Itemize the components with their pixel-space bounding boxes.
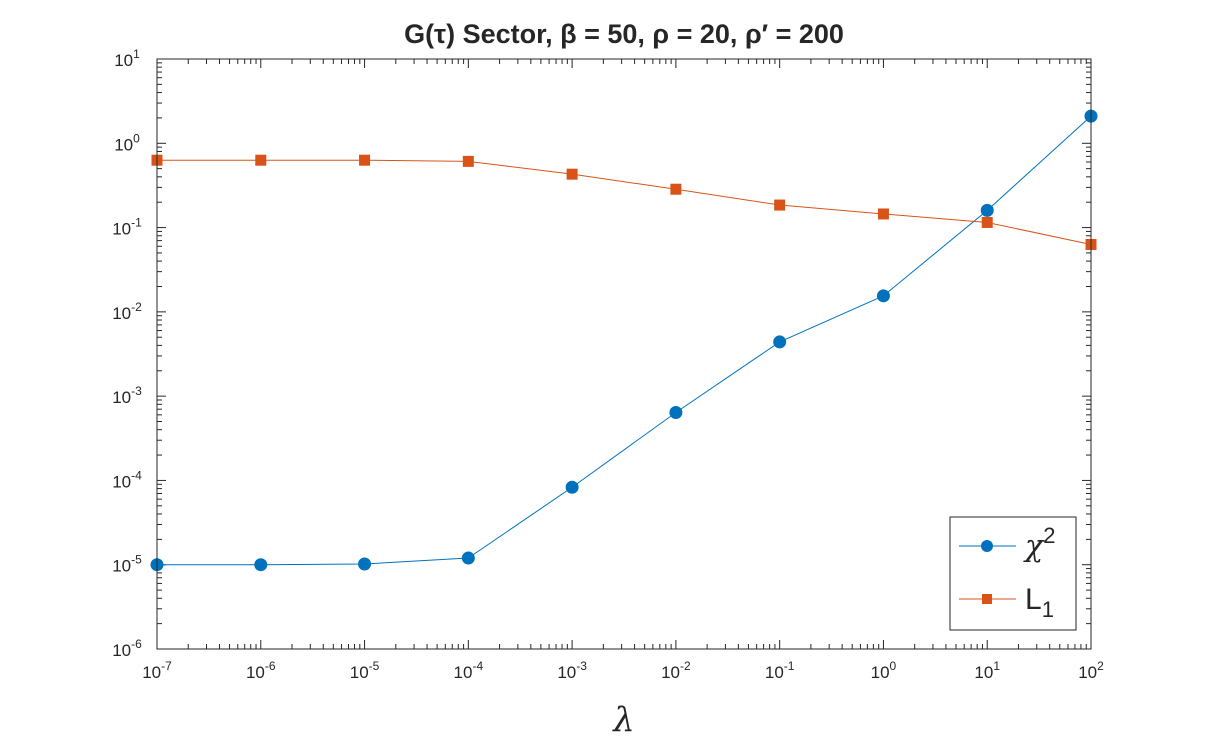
y-tick-label: 10-1	[112, 216, 142, 239]
legend-marker	[982, 594, 992, 604]
y-tick-label: 101	[114, 47, 140, 70]
data-point	[359, 154, 371, 166]
x-axis-ticks	[156, 59, 1092, 649]
x-tick-label: 10-2	[661, 659, 691, 682]
y-tick-label: 10-4	[112, 468, 142, 491]
data-point	[669, 405, 683, 419]
x-tick-label: 100	[871, 659, 897, 682]
x-tick-label: 10-4	[454, 659, 484, 682]
legend-label: χ2	[1023, 523, 1055, 564]
series-line	[157, 159, 1092, 245]
chart-title: G(τ) Sector, β = 50, ρ = 20, ρ′ = 200	[404, 19, 844, 49]
x-tick-label: 10-6	[246, 659, 276, 682]
data-point	[566, 168, 578, 180]
y-tick-label: 10-2	[112, 300, 142, 323]
y-tick-label: 10-6	[112, 637, 142, 660]
x-tick-label: 101	[974, 659, 1000, 682]
data-point	[877, 208, 889, 220]
data-point	[358, 557, 372, 571]
x-tick-label: 102	[1078, 659, 1104, 682]
data-point	[981, 216, 993, 228]
y-axis-tick-labels: 10-6 10-5 10-4 10-3 10-2 10-1 100 101	[112, 47, 142, 660]
data-point	[254, 558, 268, 572]
x-tick-label: 10-5	[350, 659, 380, 682]
legend-label: L1	[1025, 583, 1054, 622]
x-tick-label: 10-3	[557, 659, 587, 682]
plot-area	[157, 59, 1091, 649]
data-point	[670, 183, 682, 195]
data-point	[462, 155, 474, 167]
x-tick-label: 10-1	[765, 659, 795, 682]
y-axis-ticks	[157, 58, 1091, 650]
y-tick-label: 10-5	[112, 553, 142, 576]
plot-frame	[156, 58, 1092, 650]
legend-box	[949, 516, 1077, 631]
data-point	[565, 480, 579, 494]
data-point	[255, 154, 267, 166]
x-axis-title: λ	[611, 700, 635, 740]
x-axis-tick-labels: 10-7 10-6 10-5 10-4 10-3 10-2 10-1 100 101 102	[142, 659, 1104, 682]
data-point	[876, 289, 890, 303]
x-tick-label: 10-7	[142, 659, 172, 682]
series-line	[157, 115, 1092, 566]
y-tick-label: 10-3	[112, 384, 142, 407]
data-point	[980, 203, 994, 217]
data-point	[774, 199, 786, 211]
y-tick-label: 100	[114, 131, 140, 154]
data-point	[773, 335, 787, 349]
data-point	[461, 551, 475, 565]
legend-marker	[981, 540, 993, 552]
